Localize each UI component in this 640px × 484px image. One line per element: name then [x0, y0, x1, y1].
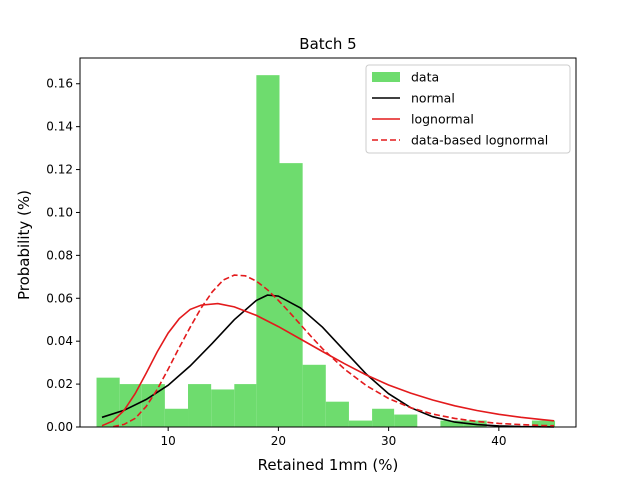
histogram-bar — [164, 408, 189, 427]
legend-label: lognormal — [411, 112, 474, 127]
histogram-bar — [531, 420, 556, 427]
chart-title: Batch 5 — [299, 35, 356, 53]
legend-swatch — [372, 72, 400, 82]
y-tick-label: 0.00 — [46, 420, 73, 434]
legend: data normal lognormal data-based lognormal — [365, 64, 571, 154]
y-tick-label: 0.10 — [46, 205, 73, 219]
y-axis-label: Probability (%) — [15, 190, 33, 300]
histogram-bar — [372, 408, 395, 427]
legend-label: normal — [411, 91, 455, 106]
legend-label: data — [411, 70, 439, 85]
histogram-bar — [141, 384, 165, 427]
y-tick-label: 0.12 — [46, 163, 73, 177]
histogram-bar — [256, 75, 280, 428]
x-axis-label: Retained 1mm (%) — [258, 456, 399, 474]
y-tick-label: 0.06 — [46, 291, 73, 305]
histogram-bar — [119, 384, 142, 427]
y-tick-label: 0.04 — [46, 334, 73, 348]
histogram-bar — [394, 414, 418, 427]
y-tick-label: 0.08 — [46, 248, 73, 262]
curve-lognormal — [101, 302, 555, 427]
y-axis-ticks: 0.00 0.02 0.04 0.06 0.08 0.10 0.12 0.14 0.16 — [46, 77, 80, 434]
curves — [101, 274, 555, 428]
x-tick-label: 30 — [381, 434, 396, 448]
x-axis-ticks: 10 20 30 40 — [161, 427, 506, 448]
curve-data-based-lognormal — [112, 274, 555, 428]
histogram-bar — [211, 389, 235, 427]
x-tick-label: 20 — [271, 434, 286, 448]
legend-frame — [365, 64, 571, 154]
histogram-bar — [188, 384, 212, 427]
histogram-bar — [96, 377, 120, 427]
y-tick-label: 0.14 — [46, 120, 73, 134]
x-tick-label: 40 — [491, 434, 506, 448]
y-tick-label: 0.02 — [46, 377, 73, 391]
legend-label: data-based lognormal — [411, 133, 548, 148]
histogram-bar — [440, 420, 464, 427]
histogram-bar — [302, 364, 326, 427]
histogram-bar — [279, 163, 303, 428]
histogram-bar — [234, 384, 257, 427]
histogram-bar — [348, 420, 373, 427]
x-tick-label: 10 — [161, 434, 176, 448]
plot-frame — [79, 57, 577, 428]
histogram-bars — [96, 75, 556, 428]
curve-normal — [101, 294, 555, 428]
histogram-bar — [325, 401, 349, 427]
y-tick-label: 0.16 — [46, 77, 73, 91]
